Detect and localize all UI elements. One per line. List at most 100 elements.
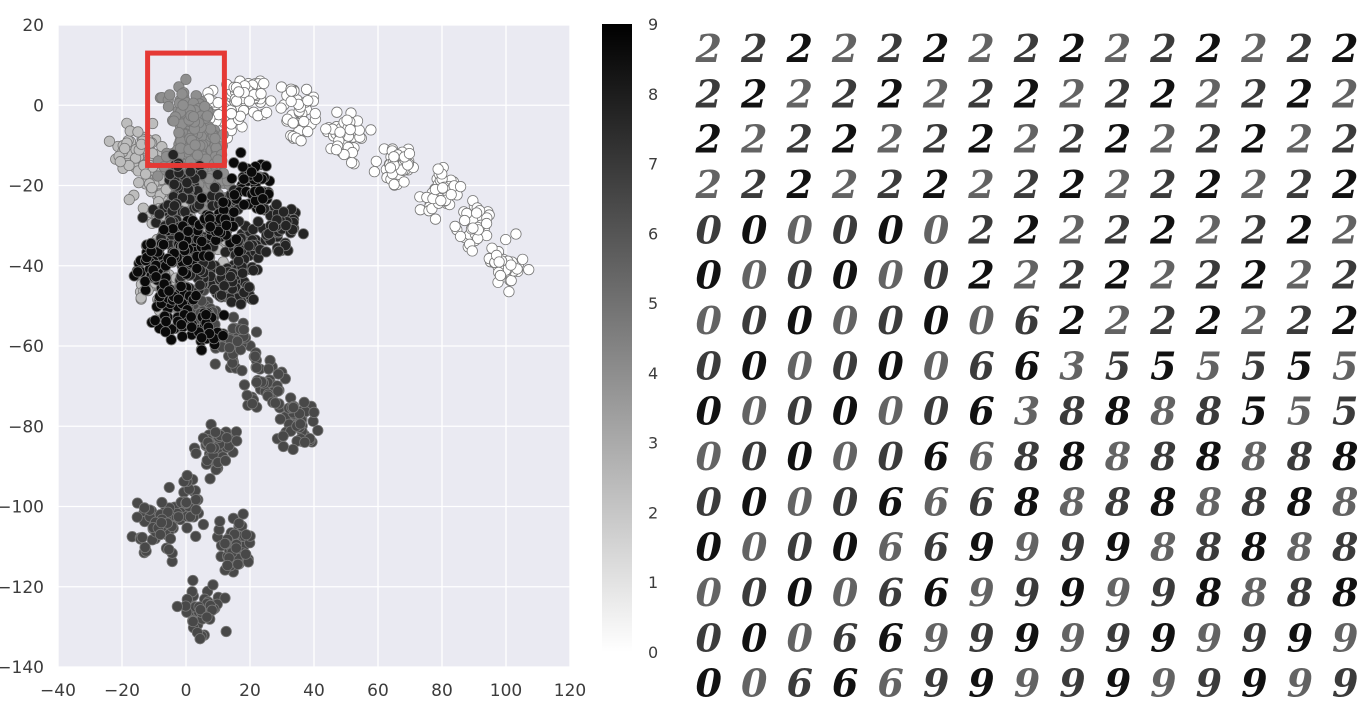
scatter-point — [152, 170, 164, 182]
digit-cell: 0 — [696, 253, 723, 298]
scatter-point — [388, 151, 400, 163]
scatter-point — [272, 385, 284, 397]
scatter-point — [243, 95, 255, 107]
scatter-point — [273, 245, 285, 257]
scatter-point — [258, 77, 270, 90]
digit-cell: 0 — [786, 434, 813, 479]
digit-cell: 2 — [1058, 71, 1085, 116]
scatter-point — [285, 95, 297, 107]
digit-cell: 9 — [1105, 615, 1131, 660]
digit-cell: 0 — [786, 615, 813, 660]
digit-cell: 2 — [1013, 71, 1040, 116]
x-tick-label: 0 — [181, 681, 192, 701]
digit-cell: 2 — [1013, 117, 1040, 162]
digit-cell: 9 — [1332, 661, 1358, 706]
colorbar-tick-label: 5 — [648, 294, 658, 313]
scatter-point — [180, 73, 192, 85]
digit-cell: 2 — [1240, 207, 1267, 252]
digit-cell: 2 — [1149, 117, 1176, 162]
digit-cell: 0 — [877, 207, 904, 252]
scatter-point — [225, 108, 237, 120]
colorbar-tick-label: 7 — [648, 155, 658, 174]
digit-cell: 0 — [832, 343, 859, 388]
digit-cell: 0 — [923, 253, 950, 298]
scatter-point — [435, 195, 447, 207]
digit-cell: 2 — [876, 26, 903, 71]
digit-cell: 8 — [1149, 434, 1176, 479]
digit-cell: 2 — [1240, 162, 1267, 207]
digit-cell: 9 — [1241, 661, 1267, 706]
scatter-point — [196, 235, 208, 248]
digit-cell: 5 — [1287, 389, 1313, 434]
scatter-point — [251, 376, 263, 388]
scatter-point — [330, 144, 342, 156]
digit-cell: 0 — [741, 253, 768, 298]
scatter-point — [267, 220, 280, 233]
scatter-point — [219, 537, 231, 550]
digit-cell: 6 — [968, 434, 994, 479]
digit-cell: 2 — [1013, 26, 1040, 71]
scatter-point — [230, 542, 242, 554]
scatter-point — [190, 290, 202, 302]
scatter-point — [398, 176, 410, 188]
scatter-point — [274, 413, 286, 425]
scatter-point — [155, 517, 167, 529]
digit-cell: 0 — [877, 253, 904, 298]
digit-cell: 9 — [1105, 525, 1131, 570]
scatter-point — [172, 293, 185, 305]
scatter-point — [299, 436, 311, 448]
scatter-point — [231, 335, 244, 347]
scatter-point — [196, 344, 208, 356]
digit-cell: 8 — [1013, 479, 1040, 524]
digit-cell: 0 — [786, 525, 813, 570]
scatter-point — [275, 102, 287, 114]
digit-cell: 8 — [1058, 434, 1085, 479]
digit-cell: 0 — [877, 389, 904, 434]
digit-cell: 2 — [876, 162, 903, 207]
scatter-point — [176, 330, 188, 343]
scatter-point — [368, 166, 381, 178]
scatter-point — [196, 332, 208, 344]
scatter-point — [190, 494, 202, 506]
scatter-point — [187, 111, 200, 123]
digit-cell: 0 — [786, 207, 813, 252]
scatter-point — [294, 418, 306, 430]
scatter-point — [163, 285, 175, 297]
digit-cell: 0 — [696, 343, 723, 388]
scatter-point — [233, 245, 245, 257]
scatter-point — [196, 192, 208, 204]
scatter-point — [114, 156, 126, 168]
digit-cell: 0 — [832, 434, 859, 479]
scatter-point — [233, 517, 245, 530]
scatter-point — [249, 350, 261, 362]
digit-cell: 5 — [1150, 343, 1176, 388]
scatter-point — [204, 123, 217, 135]
digit-cell: 2 — [695, 162, 722, 207]
scatter-point — [180, 496, 192, 509]
digit-cell: 2 — [740, 162, 767, 207]
scatter-point — [177, 265, 189, 277]
digit-cell: 8 — [1195, 525, 1222, 570]
digit-cell: 2 — [1104, 207, 1131, 252]
digit-cell: 2 — [1104, 253, 1131, 298]
digit-cell: 9 — [1332, 615, 1358, 660]
digit-cell: 2 — [967, 207, 994, 252]
digit-cell: 6 — [786, 661, 812, 706]
digit-cell: 2 — [1104, 71, 1131, 116]
digit-cell: 0 — [786, 298, 813, 343]
scatter-point — [223, 342, 235, 354]
digit-cell: 2 — [922, 71, 949, 116]
scatter-point — [370, 155, 382, 167]
scatter-point — [505, 275, 517, 287]
digit-cell: 6 — [968, 479, 994, 524]
digit-cell: 6 — [877, 479, 903, 524]
digit-cell: 2 — [967, 26, 994, 71]
digit-cell: 0 — [786, 570, 813, 615]
digit-cell: 2 — [967, 162, 994, 207]
digit-cell: 9 — [1059, 525, 1085, 570]
scatter-point — [247, 293, 260, 306]
scatter-point — [384, 162, 397, 174]
scatter-point — [238, 199, 250, 211]
scatter-point — [300, 83, 313, 95]
